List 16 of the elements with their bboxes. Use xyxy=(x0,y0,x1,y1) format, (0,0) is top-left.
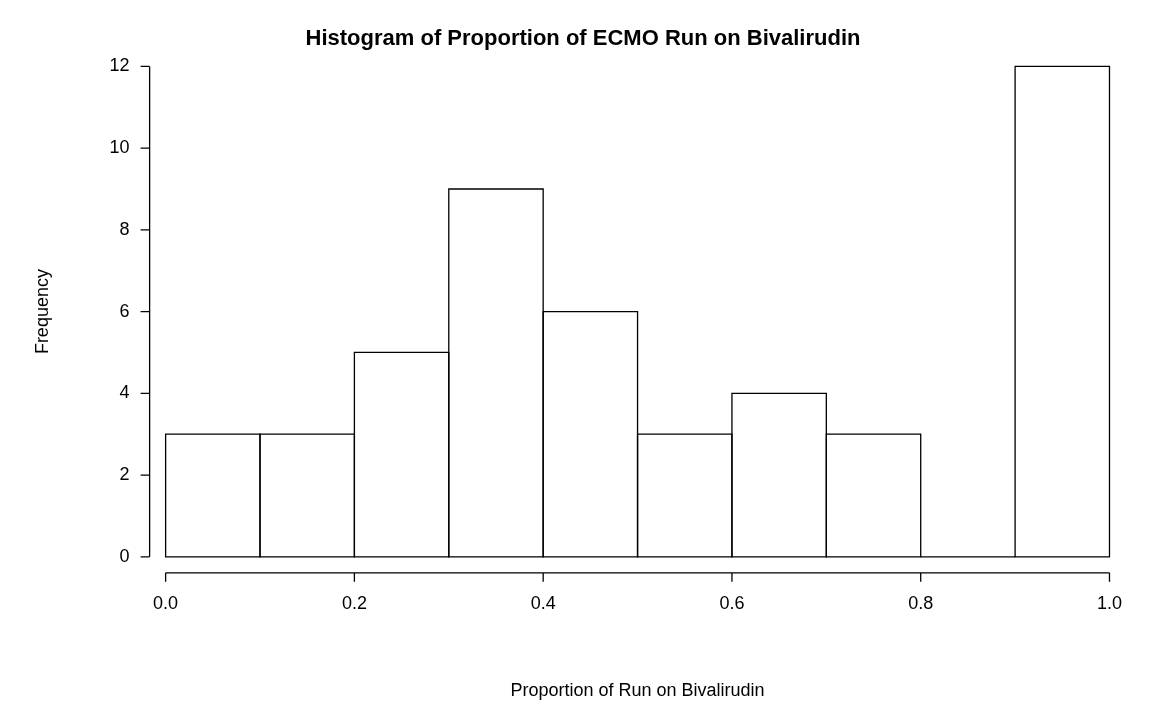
x-axis-title: Proportion of Run on Bivalirudin xyxy=(510,680,765,701)
y-tick-label: 6 xyxy=(119,300,130,321)
y-tick-label: 2 xyxy=(119,464,130,485)
x-tick-label: 0.8 xyxy=(908,592,934,613)
y-tick-label: 4 xyxy=(119,382,130,403)
x-tick-label: 0.6 xyxy=(719,592,745,613)
y-tick-label: 0 xyxy=(119,545,130,566)
x-tick-label: 0.4 xyxy=(530,592,556,613)
y-axis-title: Frequency xyxy=(31,269,52,355)
x-tick-label: 0.0 xyxy=(153,592,179,613)
x-tick-label: 0.2 xyxy=(341,592,367,613)
chart-title: Histogram of Proportion of ECMO Run on Bivalirudin xyxy=(305,25,861,51)
y-tick-label: 8 xyxy=(119,218,130,239)
y-tick-label: 12 xyxy=(109,55,130,76)
y-tick-label: 10 xyxy=(109,137,130,158)
x-tick-label: 1.0 xyxy=(1096,592,1122,613)
